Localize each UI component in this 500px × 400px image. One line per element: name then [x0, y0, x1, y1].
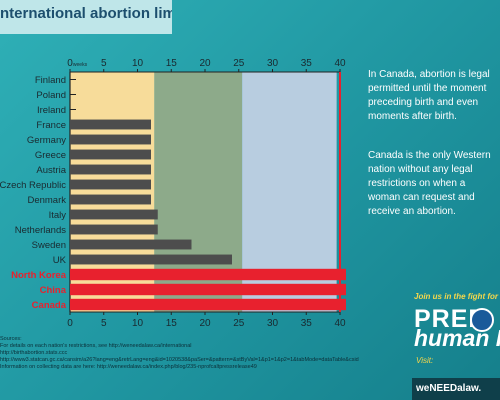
- top-tick-label: 15: [166, 58, 178, 69]
- top-axis-unit: weeks: [73, 62, 88, 68]
- category-label: China: [40, 285, 67, 296]
- bar: [70, 224, 158, 235]
- top-tick-label: 35: [301, 58, 313, 69]
- note-line: In Canada, abortion is legal: [368, 69, 490, 80]
- top-tick-label: 10: [132, 58, 144, 69]
- category-label: Germany: [27, 135, 66, 146]
- bar: [70, 179, 151, 190]
- note-line: Canada is the only Western: [368, 150, 491, 161]
- top-tick-label: 5: [101, 58, 107, 69]
- bottom-tick-label: 40: [334, 318, 346, 329]
- source-line: http://birthabortion.stats.ccc: [0, 350, 68, 356]
- top-tick-label: 30: [267, 58, 279, 69]
- bottom-tick-label: 15: [166, 318, 178, 329]
- bar: [70, 149, 151, 160]
- bottom-tick-label: 5: [101, 318, 107, 329]
- top-tick-label: 0: [67, 58, 73, 69]
- bar: [70, 134, 151, 145]
- source-line: http://www3.statcan.gc.ca/cansim/a26?lan…: [0, 357, 359, 363]
- category-label: Poland: [36, 90, 66, 101]
- sources-heading: Sources:: [0, 336, 22, 342]
- top-tick-label: 25: [233, 58, 245, 69]
- bar: [70, 283, 346, 296]
- bar: [70, 268, 346, 281]
- category-label: North Korea: [11, 270, 67, 281]
- bar-chart: 0 0 5 5 10 10 15 15 20 20 25 25 30 30 35 35 40 40 weeks Fin…: [0, 58, 346, 329]
- category-label: Italy: [49, 210, 67, 221]
- category-label: Austria: [36, 165, 66, 176]
- bottom-tick-label: 25: [233, 318, 245, 329]
- category-label: Denmark: [27, 195, 66, 206]
- note-line: restrictions on when a: [368, 178, 466, 189]
- bar: [70, 164, 151, 175]
- note-line: preceding birth and even: [368, 97, 479, 108]
- page-title: nternational abortion limits: [0, 5, 172, 22]
- top-tick-label: 40: [334, 58, 346, 69]
- title-band: [0, 0, 172, 34]
- note-paragraph-2: Canada is the only Western nation withou…: [368, 149, 500, 219]
- note-paragraph-1: In Canada, abortion is legal permitted u…: [368, 68, 500, 124]
- join-text: Join us in the fight for: [414, 292, 498, 301]
- bottom-tick-label: 35: [301, 318, 313, 329]
- note-line: receive an abortion.: [368, 206, 456, 217]
- category-label: France: [36, 120, 66, 131]
- category-label: Canada: [32, 300, 67, 311]
- bar: [70, 194, 151, 205]
- bottom-tick-label: 30: [267, 318, 279, 329]
- bar: [70, 298, 346, 311]
- source-line: For details on each nation's restriction…: [0, 343, 192, 349]
- bar: [70, 119, 151, 130]
- bar: [70, 239, 192, 250]
- category-label: Ireland: [37, 105, 66, 116]
- category-label: Sweden: [32, 240, 66, 251]
- bar: [70, 254, 232, 265]
- bottom-tick-label: 10: [132, 318, 144, 329]
- visit-label: Visit:: [416, 356, 434, 365]
- source-line: Information on collecting data are here:…: [0, 364, 257, 370]
- globe-icon: [470, 308, 494, 332]
- brand-line-2: human RI: [414, 325, 500, 351]
- category-label: Greece: [35, 150, 66, 161]
- category-label: Netherlands: [15, 225, 66, 236]
- category-label: UK: [53, 255, 67, 266]
- bottom-tick-label: 20: [199, 318, 211, 329]
- bottom-tick-label: 0: [67, 318, 73, 329]
- note-line: permitted until the moment: [368, 83, 487, 94]
- top-tick-label: 20: [199, 58, 211, 69]
- category-label: Finland: [35, 75, 66, 86]
- website-link[interactable]: weNEEDalaw.: [412, 378, 500, 400]
- bar: [70, 209, 158, 220]
- note-line: moments after birth.: [368, 111, 457, 122]
- note-line: woman can request and: [368, 192, 475, 203]
- category-label: Czech Republic: [0, 180, 66, 191]
- sources-block: Sources: For details on each nation's re…: [0, 336, 420, 371]
- note-line: nation without any legal: [368, 164, 473, 175]
